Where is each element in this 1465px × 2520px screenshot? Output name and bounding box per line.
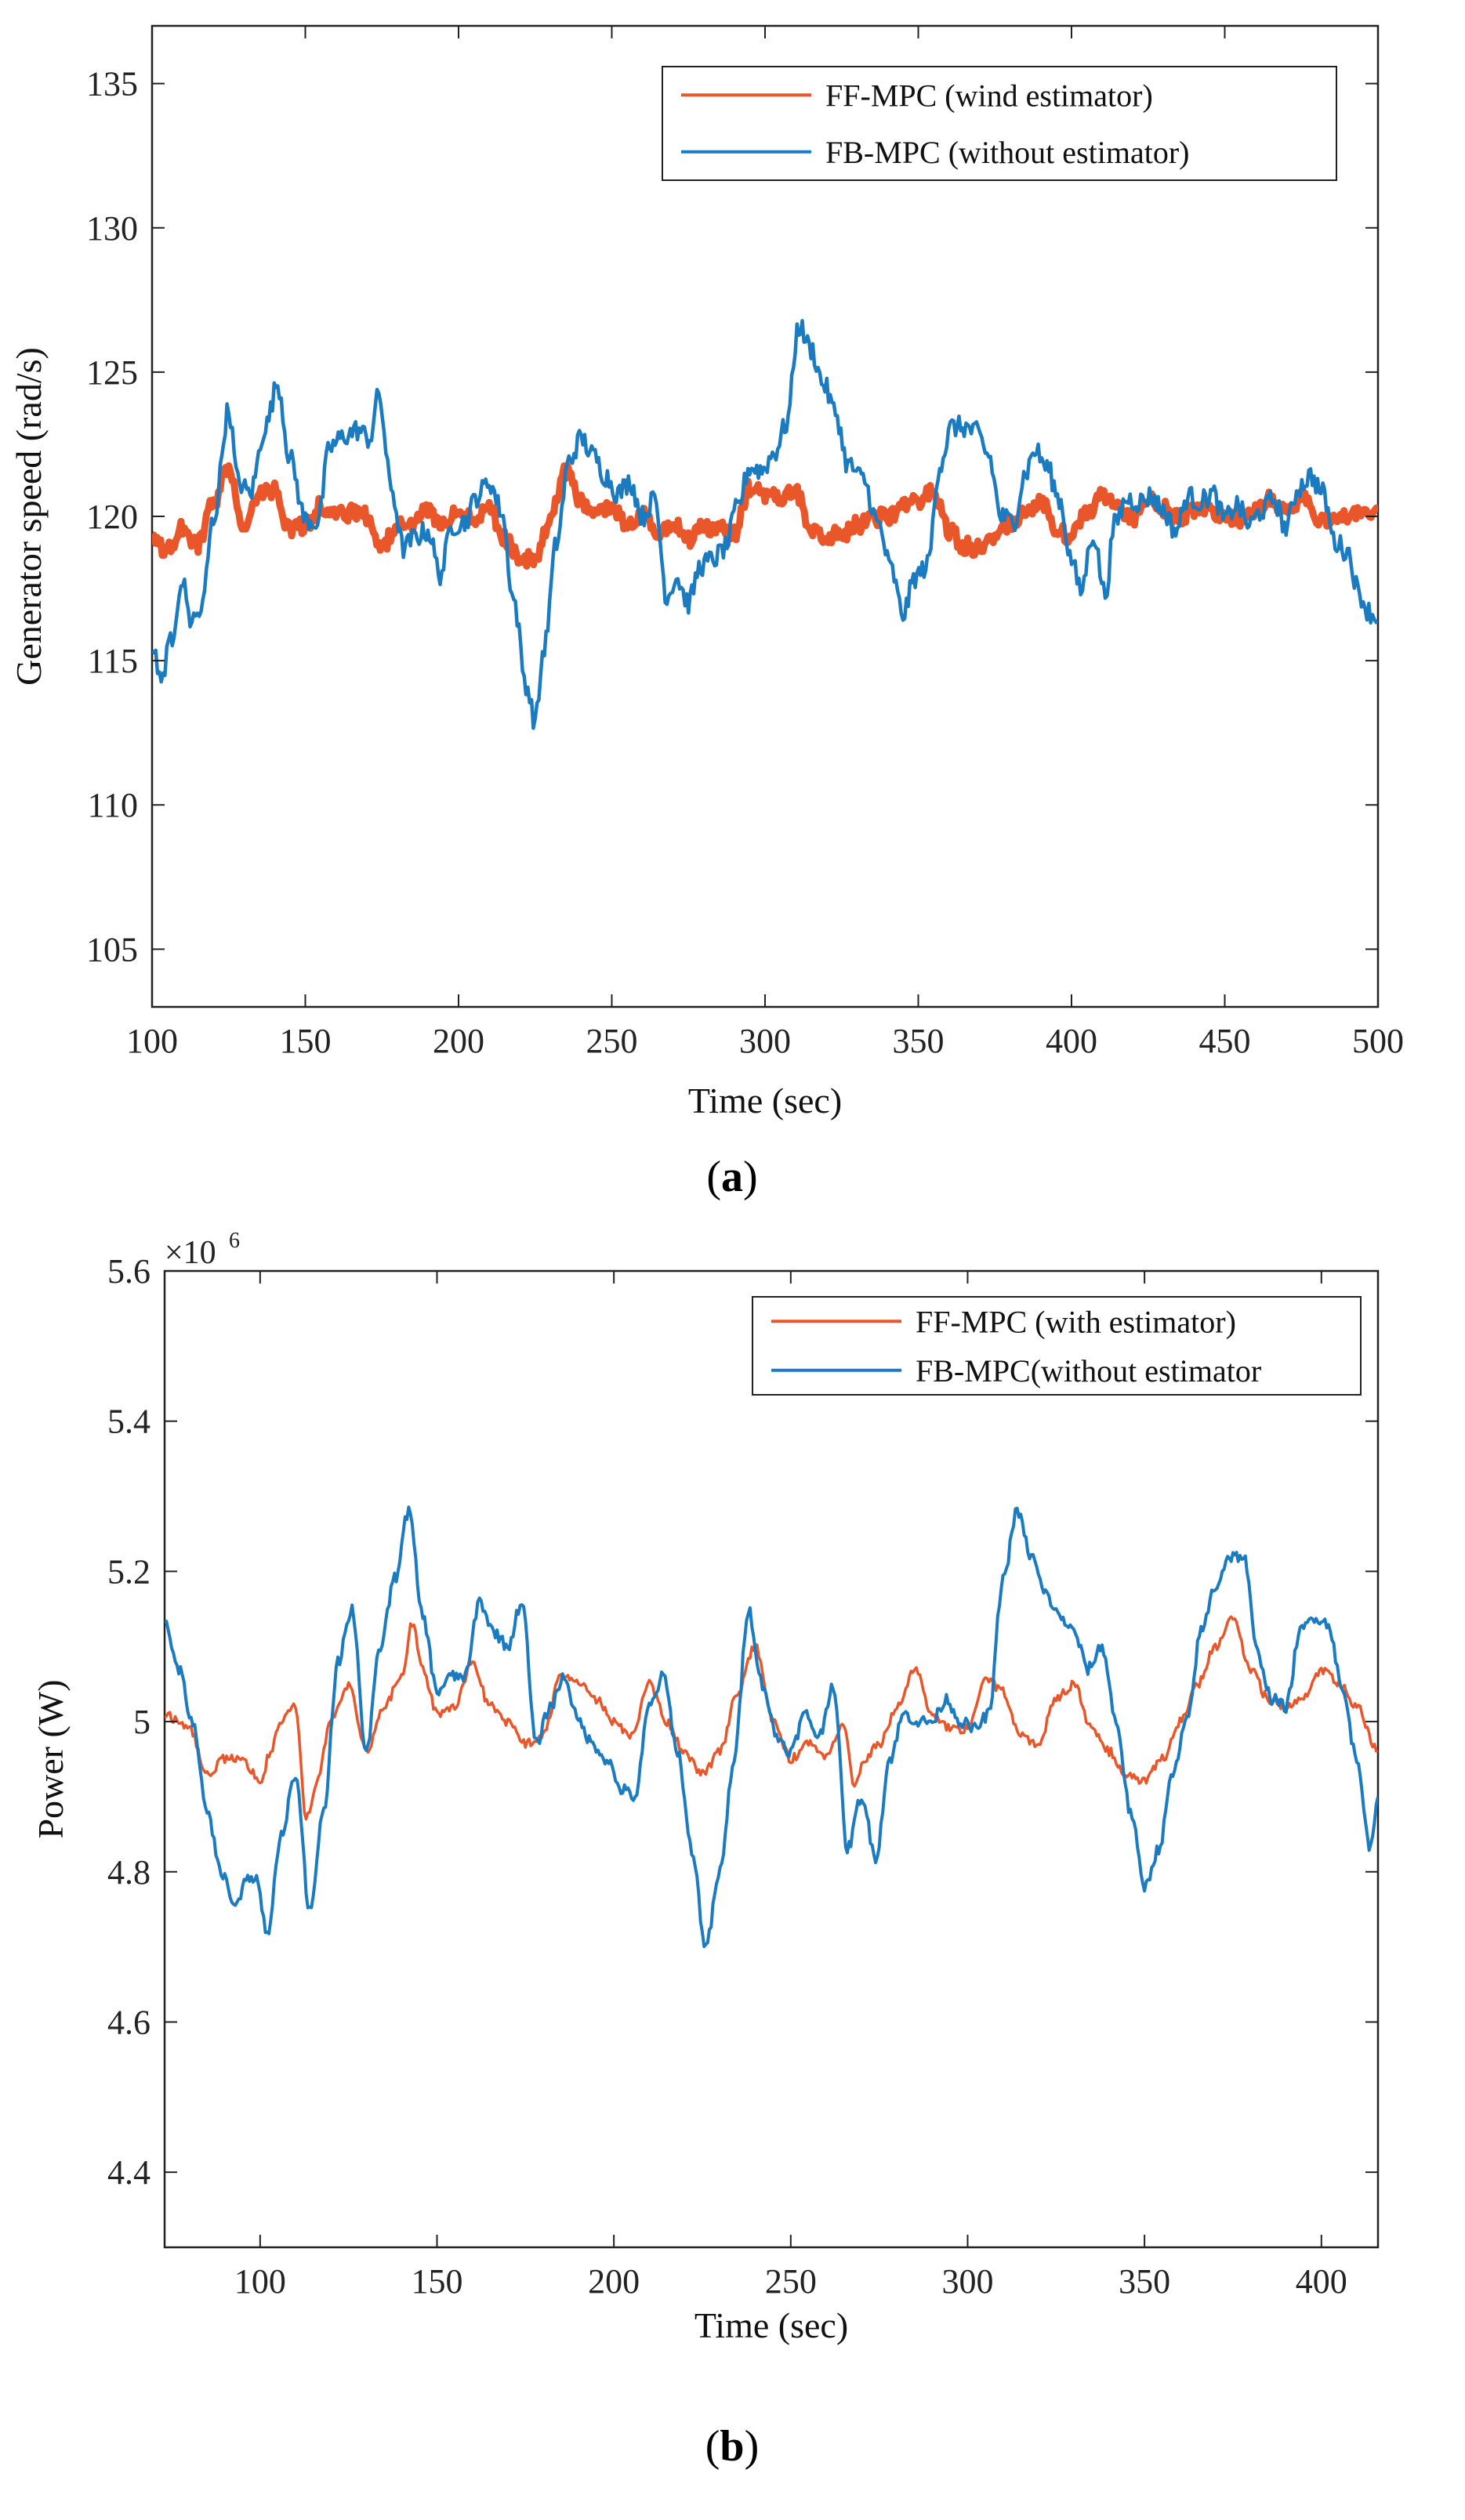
y-tick-label: 125 — [86, 353, 138, 392]
y-tick-label: 105 — [86, 930, 138, 969]
x-tick-label: 250 — [586, 1022, 638, 1060]
chart-panel-b: 100 150 200 250 300 350 400 4.4 4.6 4.8 5 5.2 5.4 5.6… — [31, 1229, 1380, 2471]
y-tick-label: 120 — [86, 498, 138, 536]
panel-label-letter: a — [721, 1153, 743, 1201]
panel-label-open-paren: ( — [705, 2422, 720, 2471]
panel-label: (b) — [705, 2422, 759, 2471]
legend-entry-label: FF-MPC (wind estimator) — [825, 78, 1153, 113]
legend-box — [752, 1296, 1362, 1396]
x-tick-label: 150 — [412, 2262, 463, 2301]
x-tick-label: 300 — [941, 2262, 993, 2301]
legend-entry-label: FB-MPC (without estimator) — [825, 135, 1189, 170]
x-tick-label: 500 — [1352, 1022, 1404, 1060]
y-exponent-label: ×10 — [165, 1235, 216, 1271]
x-tick-label: 350 — [893, 1022, 945, 1060]
plot-area-frame — [163, 1269, 1380, 2249]
x-tick-label: 100 — [126, 1022, 178, 1060]
y-tick-label: 110 — [88, 786, 138, 824]
legend: FF-MPC (wind estimator) FB-MPC (without e… — [662, 66, 1337, 181]
y-tick-label: 4.4 — [107, 2153, 150, 2192]
x-tick-label: 200 — [588, 2262, 640, 2301]
panel-label-open-paren: ( — [706, 1153, 721, 1201]
y-axis-label: Power (W) — [31, 1679, 71, 1838]
x-tick-label: 400 — [1296, 2262, 1347, 2301]
series-line-fb — [165, 1505, 1378, 1949]
x-tick-label: 250 — [765, 2262, 817, 2301]
x-tick-label: 150 — [280, 1022, 332, 1060]
x-tick-label: 400 — [1046, 1022, 1097, 1060]
x-tick-label: 300 — [739, 1022, 791, 1060]
y-tick-label: 115 — [88, 642, 138, 680]
x-tick-label: 450 — [1199, 1022, 1251, 1060]
x-tick-label: 200 — [433, 1022, 484, 1060]
x-axis-label: Time (sec) — [694, 2305, 848, 2345]
y-tick-label: 5.2 — [107, 1552, 150, 1591]
panel-label-close-paren: ) — [743, 1153, 758, 1201]
legend-entry-label: FB-MPC(without estimator — [916, 1353, 1261, 1389]
legend-box — [662, 66, 1337, 181]
chart-panel-a: 100 150 200 250 300 350 400 450 500 105 110 115 120 1… — [9, 24, 1404, 1201]
x-axis-label: Time (sec) — [688, 1081, 842, 1121]
y-tick-label: 5 — [133, 1703, 150, 1741]
x-tick-label: 100 — [234, 2262, 286, 2301]
series-line-ff — [152, 462, 1378, 570]
y-tick-label: 4.6 — [107, 2003, 150, 2041]
series-line-fb — [152, 319, 1378, 730]
panel-label-letter: b — [720, 2422, 744, 2471]
panel-label-close-paren: ) — [745, 2422, 760, 2471]
y-tick-label: 5.6 — [107, 1252, 150, 1291]
y-exponent-power: 6 — [229, 1229, 240, 1253]
panel-label: (a) — [706, 1153, 757, 1201]
y-tick-label: 4.8 — [107, 1853, 150, 1892]
y-tick-label: 135 — [86, 65, 138, 103]
y-tick-label: 130 — [86, 209, 138, 248]
y-tick-label: 5.4 — [107, 1403, 150, 1441]
legend: FF-MPC (with estimator) FB-MPC(without es… — [752, 1296, 1362, 1396]
legend-entry-label: FF-MPC (with estimator) — [916, 1304, 1236, 1339]
x-tick-label: 350 — [1119, 2262, 1170, 2301]
y-axis-label: Generator speed (rad/s) — [9, 347, 49, 686]
